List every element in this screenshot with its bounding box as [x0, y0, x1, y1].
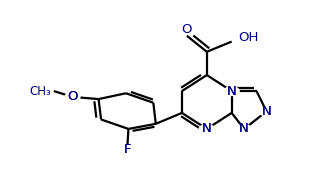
- Text: N: N: [262, 105, 271, 118]
- Circle shape: [224, 87, 239, 95]
- Circle shape: [237, 125, 252, 133]
- Text: N: N: [227, 85, 237, 98]
- Text: N: N: [202, 122, 212, 135]
- Text: N: N: [227, 85, 237, 98]
- Text: CH₃: CH₃: [30, 85, 51, 98]
- Circle shape: [259, 107, 274, 116]
- Circle shape: [65, 93, 80, 101]
- Text: F: F: [124, 143, 131, 156]
- Circle shape: [199, 125, 214, 133]
- Text: N: N: [202, 122, 212, 135]
- Text: O: O: [182, 23, 192, 36]
- Text: O: O: [67, 90, 78, 103]
- Text: N: N: [262, 105, 271, 118]
- Text: OH: OH: [238, 31, 258, 44]
- Text: O: O: [67, 90, 78, 103]
- Circle shape: [120, 145, 135, 154]
- Text: N: N: [239, 122, 249, 135]
- Text: F: F: [124, 143, 131, 156]
- Text: N: N: [239, 122, 249, 135]
